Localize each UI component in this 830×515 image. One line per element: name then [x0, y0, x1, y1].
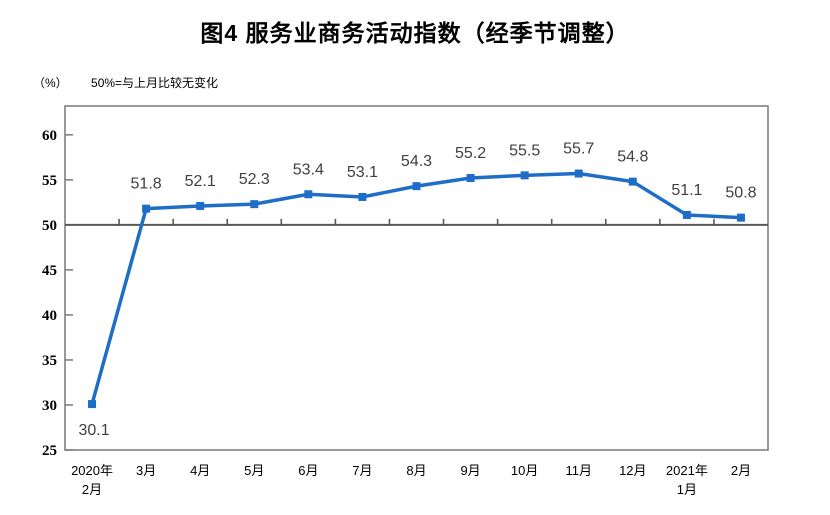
- data-point-marker: [358, 192, 367, 201]
- data-point-marker: [574, 169, 583, 178]
- x-axis-category-label: 12月: [619, 463, 646, 478]
- data-point-marker: [304, 190, 313, 199]
- x-axis-category-label: 3月: [136, 463, 156, 478]
- data-point-label: 51.1: [671, 182, 702, 199]
- y-axis-unit-label: （%）: [33, 76, 68, 90]
- y-axis-tick-label: 60: [42, 128, 57, 144]
- x-axis-category-label: 2月: [82, 482, 102, 497]
- data-point-marker: [88, 400, 97, 409]
- data-point-label: 52.1: [185, 173, 216, 190]
- data-point-marker: [466, 174, 475, 183]
- data-point-marker: [142, 204, 151, 213]
- data-point-marker: [412, 182, 421, 191]
- x-axis-category-label: 8月: [406, 463, 426, 478]
- data-point-marker: [736, 213, 745, 222]
- x-axis-category-label: 11月: [565, 463, 592, 478]
- x-axis-category-label: 9月: [460, 463, 480, 478]
- data-point-marker: [520, 171, 529, 180]
- data-point-label: 52.3: [239, 171, 270, 188]
- data-point-label: 55.2: [455, 145, 486, 162]
- x-axis-category-label: 7月: [352, 463, 372, 478]
- data-point-label: 55.5: [509, 142, 540, 159]
- baseline-note: 50%=与上月比较无变化: [91, 76, 219, 90]
- data-point-label: 30.1: [78, 422, 109, 439]
- y-axis-tick-label: 35: [42, 353, 57, 369]
- x-axis-category-label: 2020年: [71, 463, 113, 478]
- y-axis-tick-label: 40: [42, 308, 57, 324]
- data-point-label: 50.8: [725, 185, 756, 202]
- x-axis-category-label: 10月: [511, 463, 538, 478]
- data-point-label: 54.8: [617, 149, 648, 166]
- data-point-label: 51.8: [131, 176, 162, 193]
- data-point-marker: [682, 210, 691, 219]
- y-axis-tick-label: 55: [42, 173, 57, 189]
- x-axis-category-label: 5月: [244, 463, 264, 478]
- x-axis-category-label: 1月: [677, 482, 697, 497]
- x-axis-category-label: 4月: [190, 463, 210, 478]
- data-point-label: 53.4: [293, 161, 324, 178]
- data-point-label: 55.7: [563, 141, 594, 158]
- chart-title: 图4 服务业商务活动指数（经季节调整）: [200, 20, 630, 46]
- y-axis-tick-label: 25: [42, 443, 57, 459]
- y-axis-tick-label: 45: [42, 263, 57, 279]
- y-axis-tick-label: 50: [42, 218, 57, 234]
- data-point-marker: [196, 201, 205, 210]
- x-axis-category-label: 2月: [731, 463, 751, 478]
- data-point-label: 54.3: [401, 153, 432, 170]
- data-point-label: 53.1: [347, 164, 378, 181]
- x-axis-category-label: 2021年: [666, 463, 708, 478]
- series-line: [90, 171, 743, 406]
- x-axis-category-label: 6月: [298, 463, 318, 478]
- y-axis-tick-label: 30: [42, 398, 57, 414]
- plot-border: [64, 105, 769, 451]
- data-point-marker: [628, 177, 637, 186]
- chart-subtitle: （%） 50%=与上月比较无变化: [33, 74, 218, 91]
- data-point-marker: [250, 200, 259, 209]
